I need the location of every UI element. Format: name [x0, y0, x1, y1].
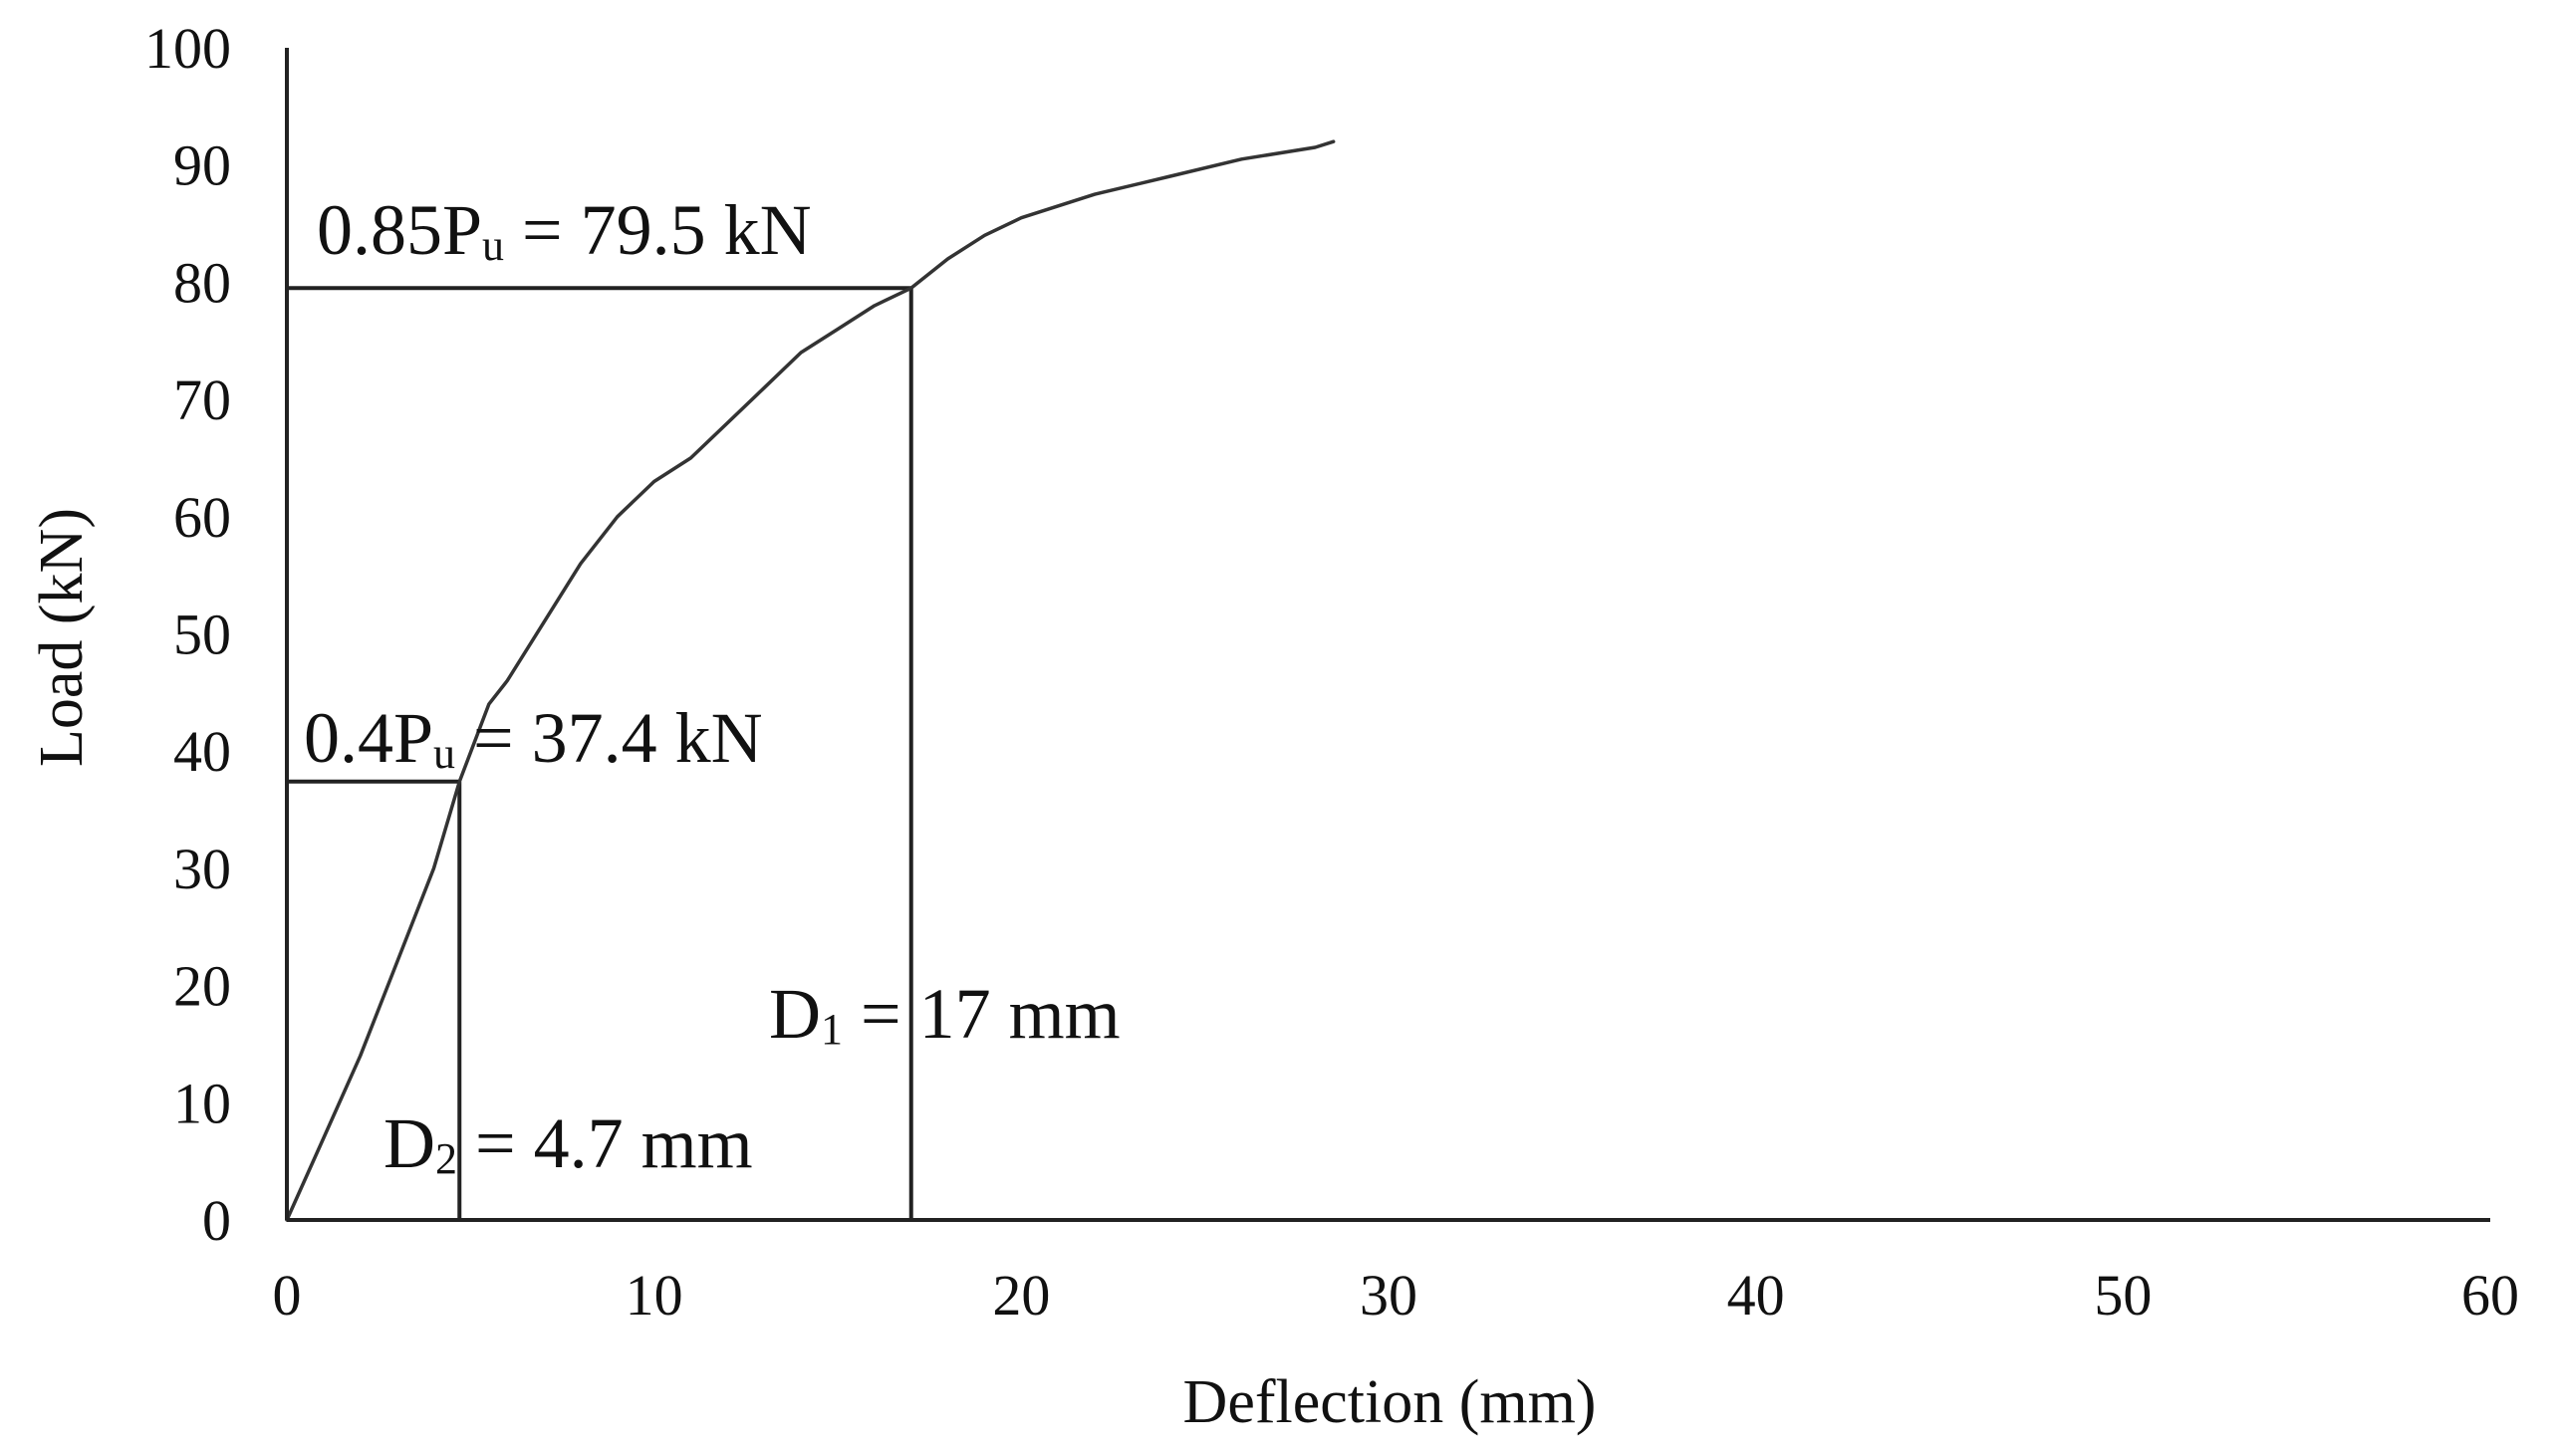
y-tick-label: 90	[173, 133, 231, 198]
x-tick-label: 50	[2094, 1263, 2152, 1328]
annotation-d2: D2 = 4.7 mm	[383, 1103, 753, 1183]
axes	[285, 48, 2490, 1222]
y-tick-label: 70	[173, 367, 231, 432]
x-tick-label: 10	[626, 1263, 683, 1328]
x-tick-label: 60	[2461, 1263, 2519, 1328]
x-tick-label: 0	[273, 1263, 302, 1328]
reference-lines	[287, 286, 913, 1220]
annotation-085pu: 0.85Pu = 79.5 kN	[317, 190, 812, 270]
x-tick-label: 40	[1727, 1263, 1785, 1328]
y-tick-label: 0	[202, 1188, 231, 1253]
y-tick-label: 20	[173, 954, 231, 1019]
y-tick-label: 60	[173, 485, 231, 550]
x-tick-label: 20	[992, 1263, 1050, 1328]
y-axis-title: Load (kN)	[28, 508, 96, 767]
annotation-d1: D1 = 17 mm	[769, 974, 1121, 1054]
x-tick-label: 30	[1360, 1263, 1417, 1328]
load-deflection-curve	[285, 139, 1336, 1222]
y-tick-label: 30	[173, 837, 231, 901]
y-axis-ticks: 0 10 20 30 40 50 60 70 80 90 100	[144, 16, 231, 1253]
series-group	[285, 139, 1336, 1222]
y-tick-label: 100	[144, 16, 231, 81]
y-tick-label: 10	[173, 1071, 231, 1135]
y-tick-label: 80	[173, 250, 231, 315]
annotation-04pu: 0.4Pu = 37.4 kN	[304, 698, 763, 778]
x-axis-ticks: 0 10 20 30 40 50 60	[273, 1263, 2520, 1328]
x-axis-title: Deflection (mm)	[1183, 1368, 1597, 1436]
y-tick-label: 50	[173, 603, 231, 667]
y-tick-label: 40	[173, 719, 231, 784]
